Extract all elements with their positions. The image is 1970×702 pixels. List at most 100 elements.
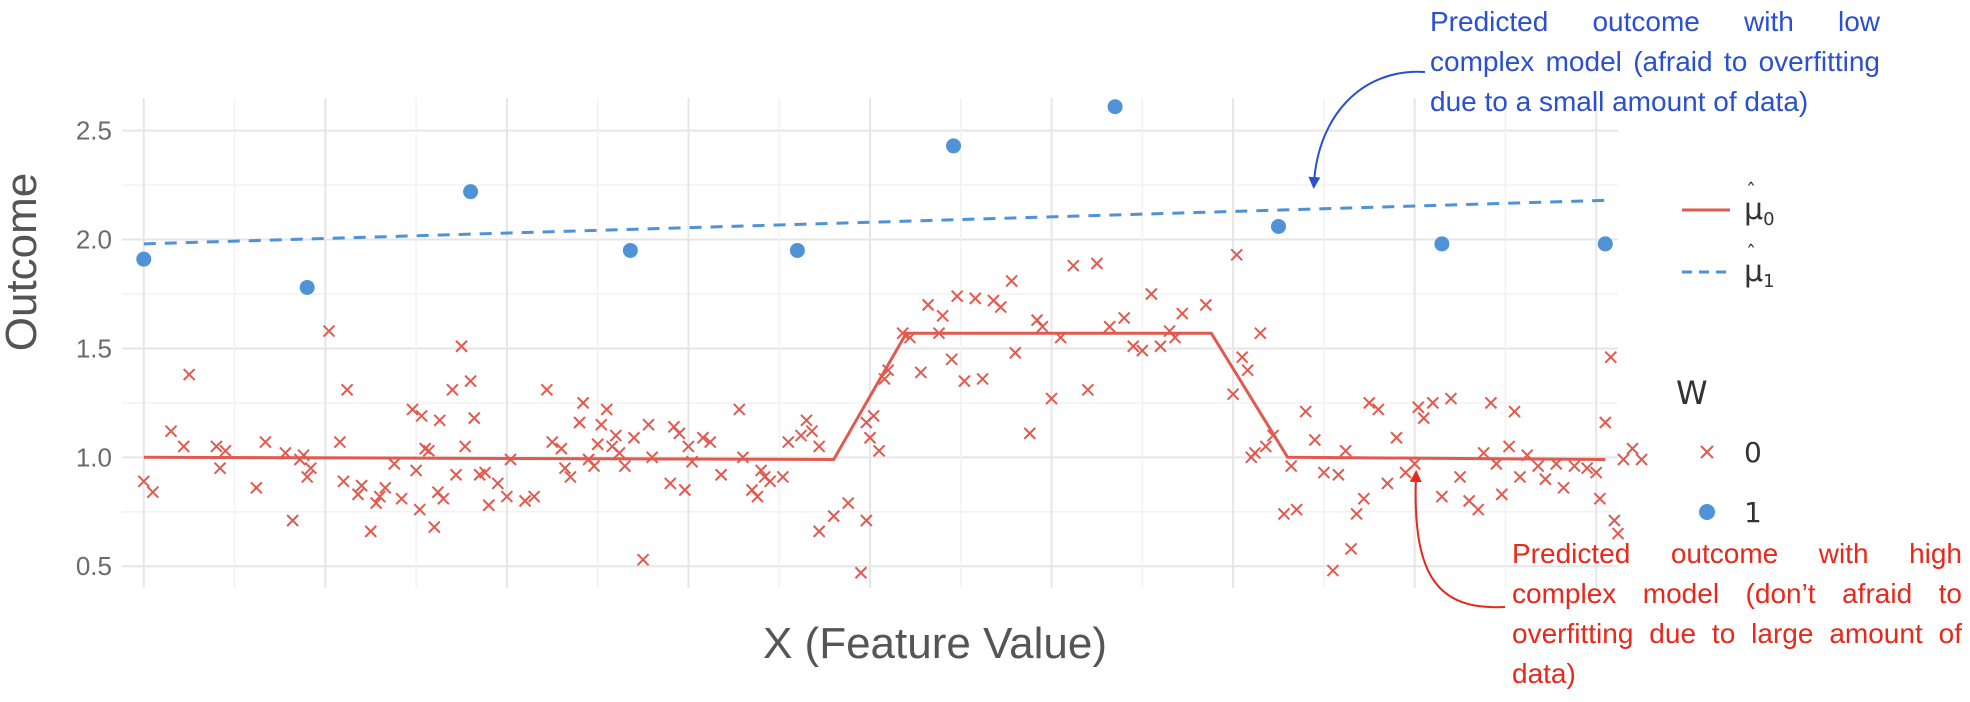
control-point xyxy=(576,396,590,410)
control-point xyxy=(733,403,746,416)
control-point xyxy=(1381,477,1394,490)
control-point xyxy=(1090,257,1104,270)
data-points xyxy=(136,99,1648,579)
control-point xyxy=(355,479,368,492)
control-point xyxy=(1277,507,1291,521)
control-point xyxy=(1539,472,1552,486)
control-point xyxy=(1372,403,1385,416)
control-point xyxy=(896,326,909,340)
control-point xyxy=(1390,431,1403,444)
control-point xyxy=(464,374,477,388)
control-point xyxy=(482,499,495,512)
control-point xyxy=(645,451,659,464)
control-point xyxy=(736,451,750,464)
legend-label: 0 xyxy=(1744,436,1762,469)
treated-point xyxy=(1597,236,1613,252)
control-point xyxy=(1408,457,1421,471)
control-point xyxy=(994,300,1007,314)
control-point xyxy=(297,448,310,462)
grid xyxy=(122,98,1618,588)
control-point xyxy=(164,424,178,438)
control-point xyxy=(373,490,387,503)
control-point xyxy=(449,468,463,481)
control-point xyxy=(1145,287,1158,301)
control-point xyxy=(491,477,505,490)
control-point xyxy=(527,490,541,503)
control-point xyxy=(340,383,354,397)
control-point xyxy=(1103,320,1116,333)
control-point xyxy=(446,383,459,397)
control-point xyxy=(146,485,160,499)
control-point xyxy=(1344,542,1358,556)
control-point xyxy=(618,459,632,473)
control-point xyxy=(936,309,949,322)
control-point xyxy=(1235,350,1249,364)
x-axis-label: X (Feature Value) xyxy=(763,619,1107,668)
control-point xyxy=(1339,444,1352,458)
control-point xyxy=(1023,427,1036,440)
treated-point xyxy=(1434,236,1450,252)
control-point xyxy=(1490,457,1503,471)
control-point xyxy=(1308,433,1322,447)
control-point xyxy=(300,470,314,484)
control-point xyxy=(418,442,432,455)
control-point xyxy=(609,429,623,442)
control-point xyxy=(1531,459,1545,473)
control-point xyxy=(595,418,608,431)
control-point xyxy=(1426,396,1440,410)
control-point xyxy=(540,383,554,397)
control-point xyxy=(1471,503,1485,516)
control-point xyxy=(945,353,958,366)
control-point xyxy=(1550,457,1563,471)
control-point xyxy=(415,409,428,423)
control-point xyxy=(627,431,641,444)
control-point xyxy=(714,468,728,481)
control-point xyxy=(137,475,150,488)
control-point xyxy=(800,414,813,427)
control-point xyxy=(1593,492,1607,505)
control-point xyxy=(304,462,318,475)
control-point xyxy=(903,331,917,344)
legend-hat: ˆ xyxy=(1746,241,1756,265)
treated-point xyxy=(136,251,152,267)
control-point xyxy=(751,490,764,503)
control-point xyxy=(1326,564,1340,577)
control-point xyxy=(1350,507,1363,521)
control-point xyxy=(322,324,336,338)
control-point xyxy=(969,292,982,305)
control-point xyxy=(1067,259,1080,272)
control-point xyxy=(558,462,572,475)
high-complexity-annotation: Predicted outcome with high complex mode… xyxy=(1512,538,1962,689)
control-point xyxy=(1036,320,1049,333)
control-point xyxy=(433,414,446,427)
control-point xyxy=(351,488,365,501)
control-point xyxy=(219,444,232,458)
control-point xyxy=(546,435,559,449)
control-point xyxy=(1363,396,1376,410)
control-point xyxy=(1635,453,1648,466)
control-point xyxy=(1081,383,1095,397)
control-point xyxy=(1608,514,1621,527)
control-point xyxy=(428,520,441,534)
control-point xyxy=(1290,503,1303,516)
control-point xyxy=(754,464,768,477)
control-point xyxy=(437,492,450,505)
control-point xyxy=(337,475,350,488)
treated-point xyxy=(299,279,315,295)
treated-point xyxy=(463,184,479,200)
y-tick-label: 2.0 xyxy=(76,225,112,255)
control-point xyxy=(642,418,655,431)
control-point xyxy=(458,440,472,453)
control-point xyxy=(478,466,492,479)
control-point xyxy=(422,444,436,458)
treated-point xyxy=(622,242,638,258)
control-point xyxy=(1226,387,1240,401)
control-point xyxy=(1127,340,1140,353)
control-point xyxy=(1508,405,1521,418)
legend-key-cross xyxy=(1700,445,1714,459)
blue-annotation-arrow xyxy=(1308,70,1426,189)
control-point xyxy=(776,470,790,484)
control-point xyxy=(958,374,971,388)
control-point xyxy=(1502,440,1516,453)
control-point xyxy=(812,525,826,538)
